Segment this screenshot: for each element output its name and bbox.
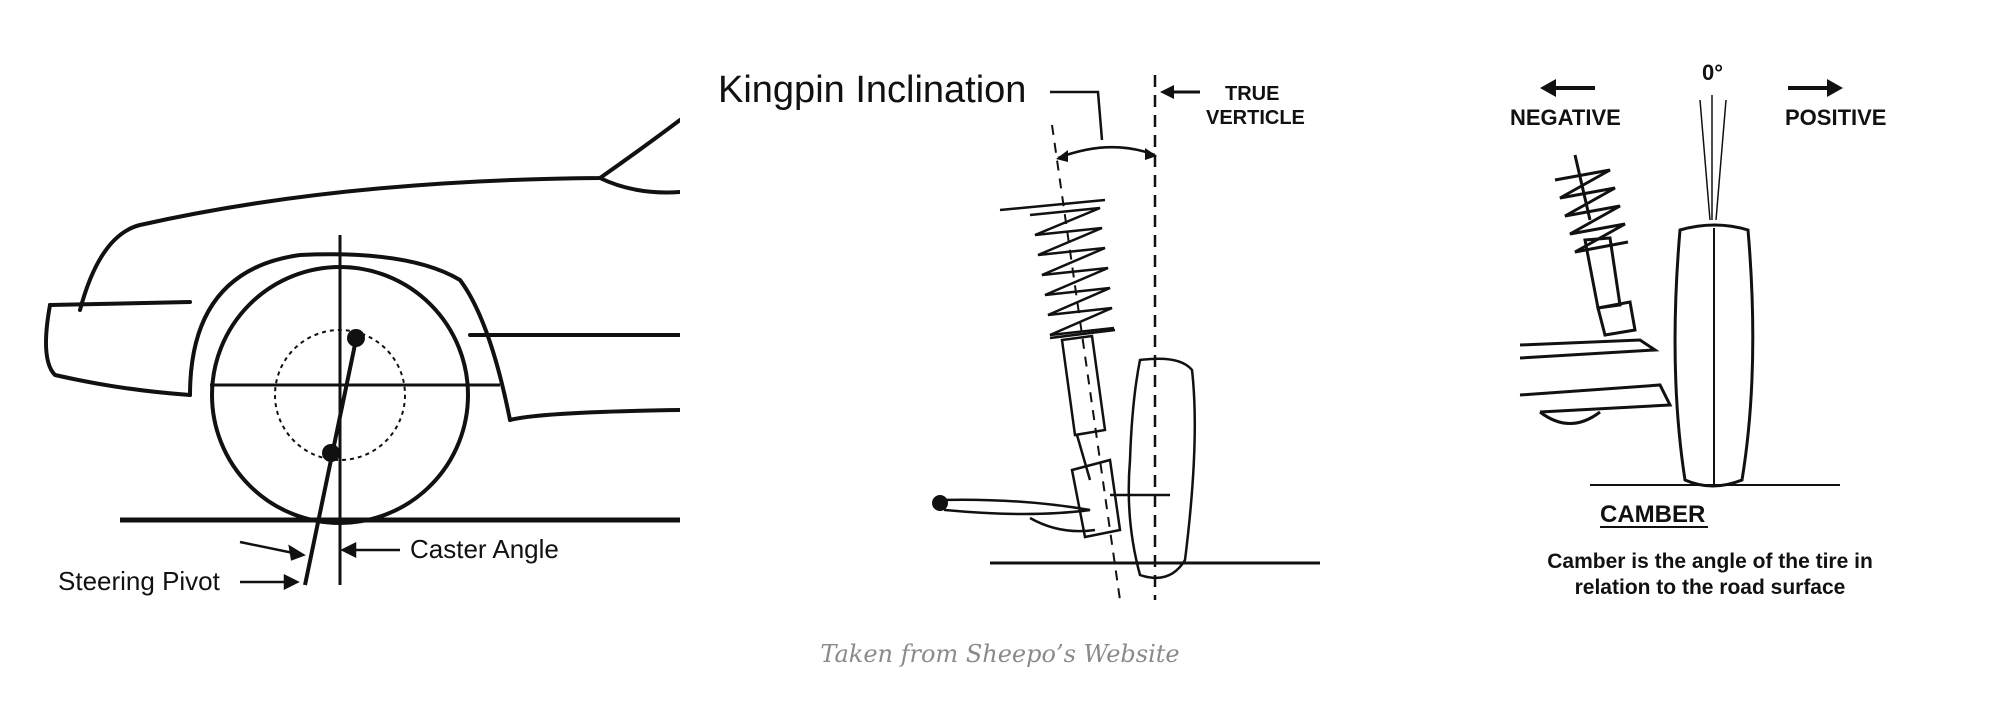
title-leader-line <box>1050 90 1104 141</box>
pivot-arrow-upper-head <box>288 544 306 561</box>
car-front-bumper <box>44 303 192 397</box>
steering-pivot-label: Steering Pivot <box>58 566 221 596</box>
spring-top-plate <box>999 198 1106 212</box>
car-bumper-top <box>48 300 192 307</box>
strut-rod <box>1075 434 1092 481</box>
zero-degree-label: 0° <box>1702 60 1723 85</box>
spring-bottom-plate <box>1049 328 1116 340</box>
car-windshield-outline <box>598 176 682 195</box>
upper-control-arm <box>1519 338 1660 360</box>
lower-arm-link <box>1029 516 1096 533</box>
figure-caption: Taken from Sheepo’s Website <box>820 640 1180 668</box>
true-vertical-arrow-head <box>1160 85 1174 99</box>
camber-svg: 0° NEGATIVE POSITIVE CAMB <box>1510 60 1886 599</box>
kingpin-inclination-svg: Kingpin Inclination TRUE VERTICLE <box>718 69 1320 601</box>
camber-diagram: 0° NEGATIVE POSITIVE CAMB <box>1480 40 1940 620</box>
angle-arc <box>1057 145 1156 160</box>
positive-reference-line <box>1715 99 1727 221</box>
camber-wheel <box>1673 223 1755 488</box>
lower-control-arm <box>938 498 1091 516</box>
strut-rod <box>1573 154 1592 221</box>
angle-arc-arrow-right <box>1145 148 1157 160</box>
camber-description-line-2: relation to the road surface <box>1575 576 1846 599</box>
car-sill-lower <box>508 408 682 422</box>
true-label: TRUE <box>1225 83 1279 105</box>
camber-heading: CAMBER <box>1600 501 1705 528</box>
negative-reference-line <box>1699 99 1711 221</box>
negative-arrow-head <box>1540 79 1556 97</box>
verticle-label: VERTICLE <box>1206 107 1305 129</box>
lower-arm-detail <box>1539 410 1601 425</box>
positive-label: POSITIVE <box>1785 105 1886 130</box>
car-hood-outline <box>78 118 682 312</box>
caster-angle-diagram: Steering Pivot Caster Angle <box>40 60 682 620</box>
kingpin-inclination-diagram: Kingpin Inclination TRUE VERTICLE <box>700 40 1360 620</box>
wheel-arch <box>188 252 512 422</box>
kingpin-title: Kingpin Inclination <box>718 69 1026 111</box>
caster-angle-svg: Steering Pivot Caster Angle <box>44 118 682 596</box>
upper-pivot-dot <box>347 329 365 347</box>
caster-angle-label: Caster Angle <box>410 534 559 564</box>
positive-arrow-head <box>1827 79 1843 97</box>
strut-body <box>1060 334 1107 437</box>
lower-control-arm <box>1519 383 1673 414</box>
lower-pivot-dot <box>322 444 340 462</box>
knuckle <box>1596 300 1637 337</box>
angle-arc-arrow-left <box>1056 150 1068 162</box>
caster-arrow-head <box>340 541 357 559</box>
pivot-arrow-lower-head <box>283 573 300 591</box>
coil-spring <box>1029 206 1115 337</box>
negative-label: NEGATIVE <box>1510 105 1621 130</box>
wheel-outline <box>1127 357 1197 580</box>
camber-description-line-1: Camber is the angle of the tire in <box>1547 550 1873 573</box>
control-arm-bushing <box>932 495 948 511</box>
steering-knuckle <box>1070 458 1122 539</box>
